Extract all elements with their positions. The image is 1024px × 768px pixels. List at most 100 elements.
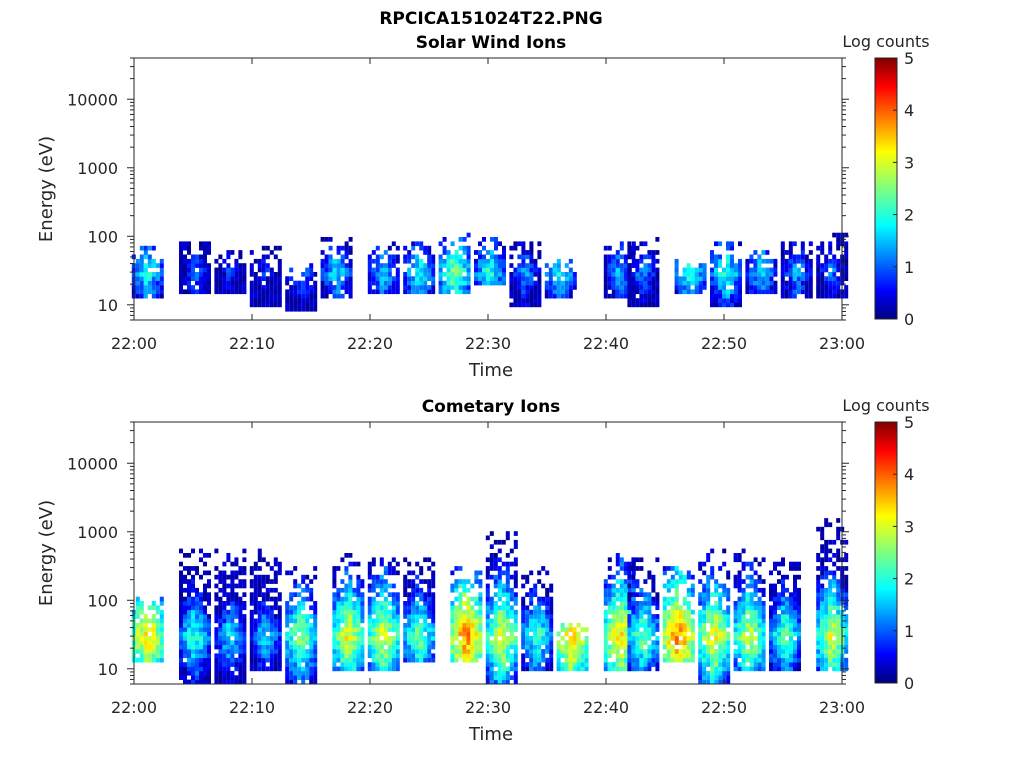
heatmap-cell [733,614,738,619]
heatmap-cell [781,592,785,597]
heatmap-cell [537,640,542,645]
heatmap-cell [332,605,337,611]
heatmap-cell [655,657,660,663]
heatmap-cell [655,557,660,563]
heatmap-cell [647,666,652,672]
heatmap-cell [832,574,837,580]
heatmap-cell [670,605,675,611]
heatmap-cell [265,640,270,645]
heatmap-cell [324,276,329,281]
heatmap-cell [242,644,247,650]
heatmap-cell [832,614,837,619]
heatmap-cell [423,280,428,286]
heatmap-cell [493,557,498,563]
colorbar-tick-label: 3 [904,517,914,536]
heatmap-cell [450,605,455,611]
heatmap-cell [603,289,608,295]
heatmap-cell [780,276,785,281]
heatmap-cell [336,640,341,645]
heatmap-cell [199,241,203,247]
heatmap-cell [489,544,494,549]
heatmap-cell [261,605,266,611]
heatmap-cell [238,644,243,650]
heatmap-cell [427,587,432,593]
heatmap-cell [753,272,758,277]
heatmap-cell [552,267,557,273]
heatmap-cell [320,293,325,299]
heatmap-cell [714,298,718,303]
heatmap-cell [199,631,203,637]
heatmap-cell [340,258,345,264]
heatmap-cell [521,258,526,264]
heatmap-cell [749,267,754,273]
heatmap-cell [706,596,711,602]
heatmap-cell [360,601,365,606]
heatmap-cell [415,636,420,641]
heatmap-cell [808,267,813,273]
heatmap-cell [662,657,667,663]
heatmap-cell [749,618,754,624]
heatmap-cell [297,622,302,628]
heatmap-cell [828,609,833,615]
heatmap-cell [257,289,262,295]
heatmap-cell [513,653,518,659]
heatmap-cell [773,566,777,571]
heatmap-cell [737,622,742,628]
heatmap-cell [249,653,254,659]
heatmap-cell [454,285,459,290]
heatmap-cell [556,644,561,650]
heatmap-cell [639,285,644,290]
heatmap-cell [781,653,785,659]
heatmap-cell [407,614,412,619]
heatmap-cell [785,662,789,667]
heatmap-cell [682,649,687,654]
heatmap-cell [533,583,538,589]
heatmap-cell [214,636,219,641]
heatmap-cell [753,622,758,628]
heatmap-cell [529,241,534,247]
heatmap-cell [486,267,490,273]
heatmap-cell [289,679,294,685]
heatmap-cell [529,653,534,659]
heatmap-cell [521,250,526,255]
heatmap-cell [493,601,498,606]
heatmap-cell [454,276,459,281]
heatmap-cell [643,254,648,260]
heatmap-cell [792,289,797,295]
heatmap-cell [289,627,294,632]
heatmap-cell [265,289,270,295]
heatmap-cell [226,657,231,663]
heatmap-cell [808,289,813,295]
heatmap-cell [273,579,278,584]
heatmap-cell [375,640,380,645]
heatmap-cell [639,631,644,637]
heatmap-cell [686,618,691,624]
heatmap-cell [710,272,714,277]
heatmap-cell [375,618,380,624]
heatmap-cell [293,306,298,312]
heatmap-cell [733,662,738,667]
heatmap-cell [454,267,459,273]
heatmap-cell [187,280,191,286]
heatmap-cell [407,596,412,602]
heatmap-cell [722,276,726,281]
heatmap-cell [722,548,727,554]
heatmap-cell [285,670,290,676]
heatmap-cell [552,272,557,277]
heatmap-cell [324,280,329,286]
heatmap-cell [844,627,849,632]
heatmap-cell [336,280,341,286]
heatmap-cell [635,557,640,563]
heatmap-cell [741,653,746,659]
heatmap-cell [450,570,455,576]
heatmap-cell [714,618,719,624]
heatmap-cell [419,657,424,663]
heatmap-cell [789,618,793,624]
heatmap-cell [627,644,632,650]
heatmap-cell [603,640,608,645]
heatmap-cell [655,644,660,650]
heatmap-cell [203,622,207,628]
heatmap-cell [789,596,793,602]
heatmap-cell [639,276,644,281]
